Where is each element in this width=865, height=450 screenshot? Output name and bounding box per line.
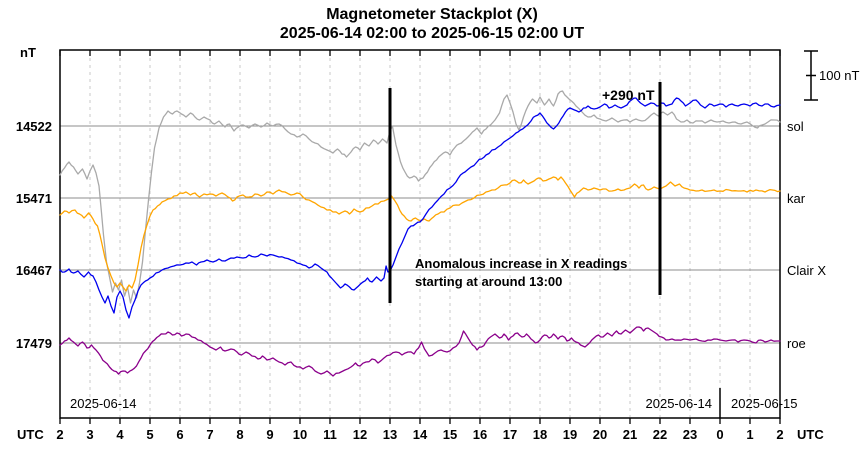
station-label-roe: roe [787,336,806,351]
trace-roe [59,326,781,377]
station-label-kar: kar [787,191,806,206]
anomaly-note-line1: Anomalous increase in X readings [415,256,627,271]
scale-bar: 100 nT [804,50,860,101]
chart-subtitle: 2025-06-14 02:00 to 2025-06-15 02:00 UT [280,25,584,42]
y-tick-label-clair: 16467 [16,263,52,278]
x-tick-labels-layer: 2 3 4 5 6 7 8 9 10 11 12 13 14 15 16 17 18 19 20 21 22 23 0 1 2 [56,427,783,442]
anomaly-note-line2: starting at around 13:00 [415,274,562,289]
x-tick-label: 10 [293,427,307,442]
delta-annotation: +290 nT [602,87,655,103]
x-tick-label: 6 [176,427,183,442]
x-tick-label: 14 [413,427,428,442]
y-axis-unit-label: nT [20,45,36,60]
x-tick-label: 0 [716,427,723,442]
x-tick-label: 12 [353,427,367,442]
gridlines-layer [89,51,751,417]
x-tick-label: 1 [746,427,753,442]
x-tick-label: 23 [683,427,697,442]
utc-label-right: UTC [797,427,824,442]
x-tick-label: 9 [266,427,273,442]
x-tick-label: 20 [593,427,607,442]
scale-bar-label: 100 nT [819,68,860,83]
x-tick-label: 2 [56,427,63,442]
x-tick-label: 19 [563,427,577,442]
x-tick-label: 15 [443,427,457,442]
y-tick-label-sol: 14522 [16,119,52,134]
x-tick-label: 17 [503,427,517,442]
x-tick-label: 16 [473,427,487,442]
x-tick-label: 18 [533,427,547,442]
axis-ticks-layer [59,50,781,424]
date-label-left: 2025-06-14 [70,396,137,411]
x-tick-label: 7 [206,427,213,442]
station-label-sol: sol [787,119,804,134]
date-label-right-2: 2025-06-15 [731,396,798,411]
x-tick-label: 13 [383,427,397,442]
y-tick-label-roe: 17479 [16,336,52,351]
utc-label-left: UTC [17,427,44,442]
x-tick-label: 22 [653,427,667,442]
station-label-clair: Clair X [787,263,826,278]
x-tick-label: 4 [116,427,124,442]
x-tick-label: 5 [146,427,153,442]
traces-layer [59,90,781,377]
chart-title: Magnetometer Stackplot (X) [326,6,538,23]
x-tick-label: 8 [236,427,243,442]
date-label-right-1: 2025-06-14 [646,396,713,411]
x-tick-label: 2 [776,427,783,442]
x-tick-label: 21 [623,427,637,442]
event-markers-layer [388,82,662,303]
trace-sol [59,90,781,304]
y-tick-label-kar: 15471 [16,191,52,206]
x-tick-label: 3 [86,427,93,442]
trace-clair [59,97,781,319]
x-tick-label: 11 [323,427,337,442]
